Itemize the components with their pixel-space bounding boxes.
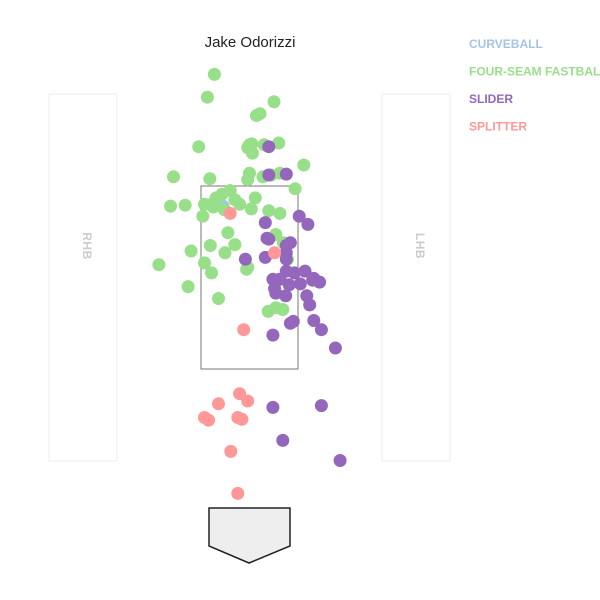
legend-entry-curveball: CURVEBALL	[469, 37, 543, 51]
pitch-point-slider-1	[262, 168, 276, 182]
pitch-point-four-seam-fastball-2	[267, 95, 281, 109]
pitch-point-slider-37	[328, 341, 342, 355]
pitch-point-splitter-4	[233, 387, 247, 401]
pitch-point-slider-0	[262, 140, 276, 154]
chart-title: Jake Odorizzi	[205, 34, 296, 51]
legend-entry-four-seam-fastball: FOUR-SEAM FASTBALL	[469, 65, 600, 79]
pitch-point-slider-36	[333, 454, 347, 467]
points-layer	[152, 67, 347, 500]
pitch-point-four-seam-fastball-35	[196, 209, 210, 223]
pitch-point-slider-24	[313, 275, 327, 289]
lhb-batter-box	[381, 93, 451, 462]
pitch-point-slider-3	[292, 209, 306, 223]
pitch-point-slider-31	[314, 323, 328, 337]
pitch-point-four-seam-fastball-28	[164, 199, 178, 213]
pitch-point-slider-38	[279, 252, 293, 266]
pitch-point-slider-20	[293, 277, 307, 291]
pitch-point-splitter-0	[223, 206, 237, 220]
legend: CURVEBALL FOUR-SEAM FASTBALL SLIDER SPLITTE…	[469, 37, 600, 134]
pitch-point-slider-34	[266, 400, 280, 414]
pitch-point-four-seam-fastball-13	[203, 172, 217, 186]
pitch-point-slider-2	[279, 167, 293, 181]
pitch-point-slider-32	[266, 328, 280, 342]
pitch-point-slider-21	[282, 278, 296, 292]
pitch-point-slider-4	[258, 216, 272, 230]
pitch-point-splitter-2	[237, 323, 251, 337]
pitch-point-four-seam-fastball-41	[203, 239, 217, 252]
pitch-point-four-seam-fastball-25	[248, 191, 262, 205]
pitch-point-four-seam-fastball-20	[288, 182, 302, 196]
pitch-point-slider-25	[269, 286, 283, 300]
pitch-point-four-seam-fastball-15	[241, 173, 255, 187]
pitch-point-four-seam-fastball-0	[207, 67, 221, 81]
pitch-point-four-seam-fastball-12	[167, 170, 180, 184]
rhb-label: RHB	[80, 232, 94, 260]
pitch-point-four-seam-fastball-5	[192, 140, 206, 154]
pitch-point-four-seam-fastball-51	[181, 280, 195, 294]
pitch-point-four-seam-fastball-49	[152, 258, 166, 272]
pitch-point-four-seam-fastball-1	[200, 90, 214, 104]
pitch-point-four-seam-fastball-46	[198, 256, 211, 270]
pitch-point-splitter-5	[212, 397, 225, 411]
pitch-point-slider-7	[262, 232, 276, 246]
rhb-batter-box	[48, 93, 118, 462]
pitch-point-four-seam-fastball-55	[276, 303, 290, 316]
pitch-point-slider-27	[303, 298, 317, 312]
pitch-point-slider-15	[298, 264, 312, 278]
pitch-point-slider-10	[238, 252, 252, 266]
pitch-point-four-seam-fastball-32	[244, 202, 258, 216]
pitch-point-four-seam-fastball-4	[253, 107, 267, 121]
pitch-point-four-seam-fastball-11	[245, 146, 259, 160]
pitch-point-four-seam-fastball-10	[272, 136, 286, 150]
pitch-point-four-seam-fastball-19	[297, 158, 311, 172]
pitch-point-four-seam-fastball-33	[262, 204, 276, 218]
pitch-point-splitter-10	[224, 444, 238, 458]
pitch-point-four-seam-fastball-31	[233, 197, 247, 211]
pitch-point-slider-33	[314, 399, 328, 413]
pitch-point-four-seam-fastball-36	[273, 206, 287, 220]
pitch-point-slider-35	[276, 433, 290, 447]
pitch-point-splitter-1	[268, 246, 282, 260]
pitch-point-four-seam-fastball-50	[205, 266, 218, 280]
pitch-point-slider-5	[301, 217, 315, 231]
pitch-point-four-seam-fastball-43	[218, 246, 232, 260]
pitch-point-splitter-11	[231, 486, 245, 500]
pitch-point-splitter-8	[198, 411, 211, 424]
pitch-point-four-seam-fastball-8	[245, 137, 259, 151]
pitch-point-four-seam-fastball-52	[212, 292, 225, 305]
legend-entry-slider: SLIDER	[469, 92, 513, 106]
pitch-point-slider-9	[283, 236, 297, 250]
lhb-label: LHB	[413, 233, 427, 259]
pitch-point-slider-23	[279, 289, 293, 303]
pitch-point-four-seam-fastball-30	[206, 200, 220, 214]
pitch-point-four-seam-fastball-40	[228, 238, 242, 252]
legend-entry-splitter: SPLITTER	[469, 120, 527, 134]
pitch-point-slider-28	[307, 314, 321, 327]
pitch-point-four-seam-fastball-37	[221, 226, 235, 240]
pitch-point-four-seam-fastball-29	[178, 198, 192, 212]
home-plate	[208, 507, 291, 564]
pitch-point-splitter-9	[235, 412, 249, 426]
pitch-point-four-seam-fastball-42	[184, 244, 198, 258]
pitch-point-slider-30	[283, 316, 297, 330]
